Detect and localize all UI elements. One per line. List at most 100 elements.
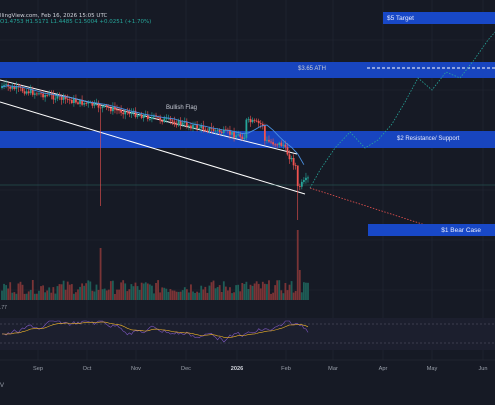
volume-bar-39 <box>81 283 83 300</box>
candle-body-35 <box>72 99 75 103</box>
candle-body-135 <box>278 142 281 146</box>
candle-body-50 <box>103 105 106 107</box>
candle-body-25 <box>52 94 55 100</box>
candle-body-13 <box>27 91 30 94</box>
volume-bar-116 <box>239 291 242 300</box>
candle-body-55 <box>114 106 116 110</box>
candle-body-147 <box>302 180 305 182</box>
volume-bar-6 <box>13 292 16 300</box>
volume-bar-81 <box>167 291 170 300</box>
volume-bar-12 <box>25 293 28 300</box>
candle-body-100 <box>206 130 209 132</box>
candle-body-68 <box>140 114 143 118</box>
candle-body-20 <box>42 93 44 98</box>
candle-body-53 <box>109 108 112 112</box>
volume-bar-115 <box>237 284 240 300</box>
volume-bar-21 <box>44 292 47 300</box>
volume-bar-51 <box>105 290 108 300</box>
volume-bar-55 <box>114 294 116 300</box>
candle-body-30 <box>62 95 65 100</box>
volume-bar-124 <box>255 281 258 300</box>
candle-body-84 <box>173 121 176 125</box>
header-ohlc: O1.4753 H1.5171 L1.4485 C1.5004 +0.0251 … <box>0 19 152 25</box>
candle-body-17 <box>36 93 38 95</box>
candle-body-90 <box>185 122 188 127</box>
volume-bar-95 <box>196 291 198 300</box>
candle-body-138 <box>284 144 287 148</box>
candle-body-27 <box>56 94 59 99</box>
candle-body-111 <box>229 130 231 135</box>
candle-body-136 <box>280 142 283 146</box>
volume-bar-28 <box>58 284 61 300</box>
volume-bar-68 <box>140 282 143 300</box>
volume-bar-106 <box>218 285 221 300</box>
candle-body-144 <box>296 165 299 186</box>
volume-bar-30 <box>62 280 65 300</box>
volume-bar-119 <box>245 281 248 300</box>
candle-body-26 <box>54 98 57 100</box>
candle-body-12 <box>25 91 28 94</box>
volume-bar-29 <box>60 284 63 300</box>
candle-body-61 <box>126 111 129 113</box>
candle-body-140 <box>288 154 291 160</box>
level-label-resistance: $2 Resistance/ Support <box>397 136 459 142</box>
candle-body-24 <box>50 94 53 96</box>
volume-bar-37 <box>77 289 79 300</box>
candle-body-119 <box>245 119 248 138</box>
volume-bar-79 <box>163 287 166 300</box>
volume-bar-65 <box>134 282 137 300</box>
candle-body-36 <box>75 99 77 103</box>
volume-bar-134 <box>276 280 279 300</box>
candle-body-86 <box>177 120 180 126</box>
volume-bar-70 <box>144 282 147 300</box>
volume-bar-139 <box>286 290 289 300</box>
volume-bar-34 <box>70 284 73 300</box>
volume-bar-22 <box>46 290 49 300</box>
candle-body-97 <box>200 125 203 128</box>
candle-body-85 <box>175 124 178 126</box>
candle-body-9 <box>19 87 22 88</box>
volume-bar-48 <box>99 248 102 300</box>
volume-bar-2 <box>5 285 8 300</box>
candle-body-78 <box>161 120 164 122</box>
candle-body-19 <box>40 93 42 95</box>
volume-bar-27 <box>56 286 59 300</box>
candle-body-124 <box>255 120 258 122</box>
volume-bar-117 <box>241 283 244 300</box>
volume-bar-100 <box>206 292 209 300</box>
candle-body-31 <box>64 95 67 99</box>
candle-body-2 <box>5 84 8 86</box>
volume-bar-136 <box>280 290 283 300</box>
volume-bar-103 <box>212 280 215 300</box>
volume-bar-94 <box>194 293 196 300</box>
candle-body-120 <box>247 118 250 120</box>
candle-body-143 <box>294 165 297 166</box>
volume-bar-120 <box>247 289 250 300</box>
volume-bar-49 <box>101 289 104 300</box>
volume-bar-8 <box>17 283 20 300</box>
volume-bar-121 <box>249 284 252 300</box>
volume-bar-40 <box>83 285 86 300</box>
candle-body-103 <box>212 128 215 131</box>
candle-body-83 <box>171 120 174 122</box>
candle-body-141 <box>290 158 293 160</box>
candle-body-87 <box>179 120 182 125</box>
candle-body-66 <box>136 115 139 117</box>
candle-body-5 <box>11 86 14 89</box>
volume-bar-10 <box>21 284 24 300</box>
bearish-projection-path <box>309 187 445 232</box>
volume-bar-128 <box>263 283 266 300</box>
candle-body-148 <box>305 177 307 181</box>
candle-body-69 <box>142 115 145 118</box>
candle-body-121 <box>249 118 252 123</box>
volume-bar-56 <box>116 289 118 300</box>
candle-body-107 <box>220 131 223 133</box>
volume-bar-104 <box>214 288 217 300</box>
volume-bar-147 <box>302 282 305 300</box>
tradingview-brand: V <box>0 383 5 389</box>
candle-body-79 <box>163 118 166 122</box>
candle-body-115 <box>237 134 240 136</box>
volume-bar-110 <box>227 290 229 300</box>
candle-body-34 <box>70 100 73 103</box>
